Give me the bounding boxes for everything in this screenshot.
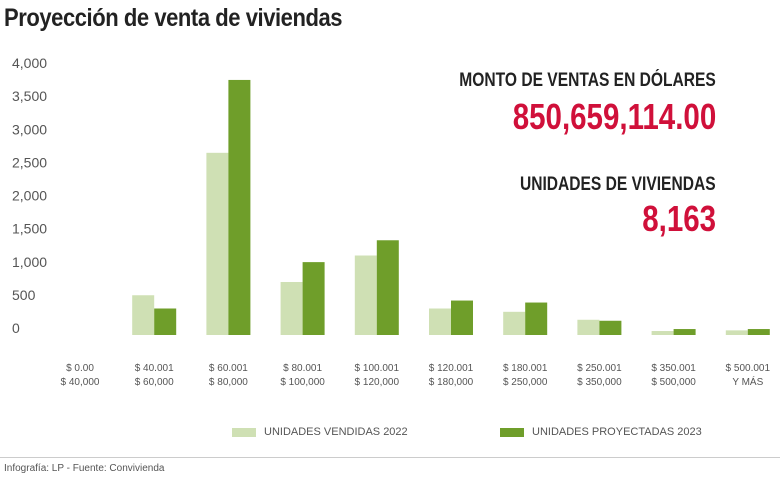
x-tick-label: $ 500.001	[726, 363, 771, 374]
amount-value: 850,659,114.00	[512, 96, 716, 137]
y-tick-label: 3,000	[12, 121, 47, 137]
units-label: UNIDADES DE VIVIENDAS	[520, 174, 716, 195]
bar-2023	[228, 79, 251, 335]
x-tick-label: $ 0.00	[66, 363, 94, 374]
legend-label: UNIDADES PROYECTADAS 2023	[532, 426, 702, 438]
bar-2023	[599, 320, 622, 335]
amount-label: MONTO DE VENTAS EN DÓLARES	[459, 70, 716, 91]
legend-item-2022: UNIDADES VENDIDAS 2022	[232, 426, 408, 438]
legend-item-2023: UNIDADES PROYECTADAS 2023	[500, 426, 702, 438]
y-tick-label: 0	[12, 320, 20, 336]
x-tick-label: $ 350.001	[651, 363, 696, 374]
bar-2023	[376, 240, 399, 335]
x-tick-label: $ 100.001	[355, 363, 400, 374]
x-tick-label: $ 80,000	[209, 377, 248, 388]
x-tick-label: $ 40,000	[61, 377, 100, 388]
bar-2023	[525, 302, 548, 335]
divider	[0, 457, 780, 458]
x-tick-label: $ 120.001	[429, 363, 474, 374]
bar-2023	[673, 329, 696, 335]
x-tick-label: $ 350,000	[577, 377, 622, 388]
x-tick-label: $ 60.001	[209, 363, 248, 374]
x-tick-label: $ 40.001	[135, 363, 174, 374]
y-tick-label: 2,500	[12, 154, 47, 170]
y-tick-label: 1,500	[12, 221, 47, 237]
x-tick-label: $ 180.001	[503, 363, 548, 374]
bar-2022	[354, 255, 377, 335]
y-tick-label: 1,000	[12, 254, 47, 270]
bar-2022	[429, 308, 451, 335]
bar-2022	[132, 295, 155, 335]
x-tick-label: $ 60,000	[135, 377, 174, 388]
x-tick-label: $ 500,000	[651, 377, 696, 388]
bar-2023	[302, 262, 325, 335]
bar-2022	[503, 311, 526, 335]
bar-2023	[451, 300, 473, 335]
bar-2022	[280, 282, 303, 335]
chart-title: Proyección de venta de viviendas	[4, 4, 343, 32]
x-tick-label: $ 80.001	[283, 363, 322, 374]
x-tick-label: $ 180,000	[429, 377, 474, 388]
x-tick-label: $ 250.001	[577, 363, 622, 374]
x-tick-label: $ 250,000	[503, 377, 548, 388]
bar-2022	[577, 319, 600, 335]
source-footer: Infografía: LP - Fuente: Conviviendа	[4, 463, 165, 474]
bar-chart: 0 500 1,000 1,500 2,000 2,500 3,000 3,500 4,000 $…	[12, 55, 771, 388]
legend-label: UNIDADES VENDIDAS 2022	[264, 426, 408, 438]
y-tick-label: 2,000	[12, 188, 47, 204]
bar-2023	[747, 329, 770, 335]
x-tick-label: Y MÁS	[732, 375, 763, 388]
bar-2023	[154, 308, 177, 335]
legend-swatch	[500, 427, 524, 437]
units-value: 8,163	[642, 198, 716, 239]
bar-2022	[206, 152, 229, 335]
legend-swatch	[232, 427, 256, 437]
y-tick-label: 4,000	[12, 55, 47, 71]
x-tick-label: $ 100,000	[280, 377, 325, 388]
bar-2022	[725, 330, 748, 335]
y-tick-label: 500	[12, 287, 36, 303]
y-tick-label: 3,500	[12, 88, 47, 104]
bar-2022	[651, 331, 674, 335]
x-tick-label: $ 120,000	[355, 377, 400, 388]
